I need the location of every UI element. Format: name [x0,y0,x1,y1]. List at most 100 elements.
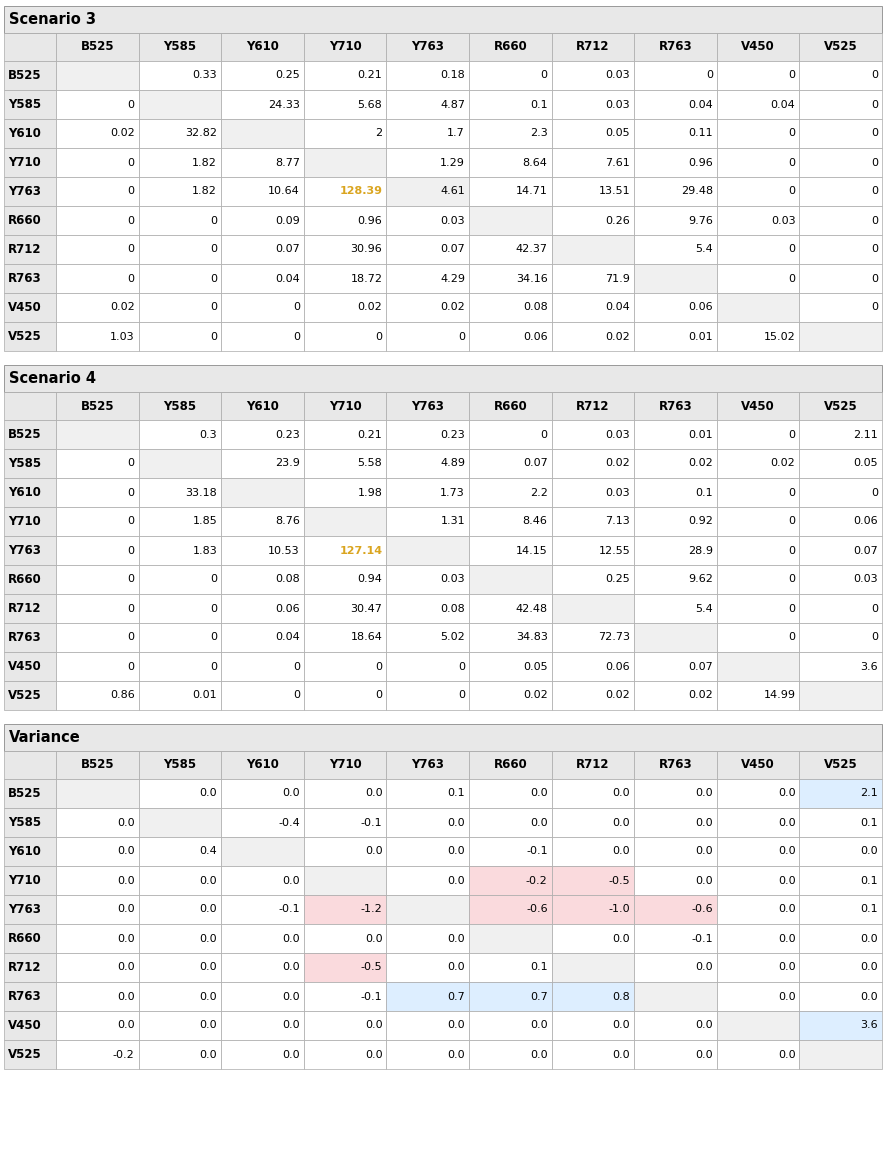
Bar [304,148,387,177]
Text: 0: 0 [127,603,135,614]
Bar [221,779,304,808]
Bar [4,293,56,322]
Bar [799,293,882,322]
Text: 0.09: 0.09 [275,215,300,226]
Text: 0.0: 0.0 [778,846,796,857]
Bar [139,449,221,478]
Text: Y710: Y710 [328,41,361,53]
Bar [4,837,56,866]
Text: 3.6: 3.6 [860,1020,878,1031]
Bar [4,924,56,953]
Text: 0.0: 0.0 [200,991,217,1002]
Bar [4,895,56,924]
Text: 0: 0 [293,302,300,313]
Bar [221,235,304,264]
Text: Scenario 4: Scenario 4 [9,371,96,386]
Text: 0.02: 0.02 [688,690,712,701]
Text: -0.5: -0.5 [609,875,630,886]
Text: -0.1: -0.1 [691,933,712,944]
Text: 5.68: 5.68 [358,100,382,110]
Text: R763: R763 [658,41,692,53]
Text: 0.03: 0.03 [605,430,630,440]
Text: 0.04: 0.04 [275,632,300,643]
Text: 0.08: 0.08 [440,603,465,614]
Bar [799,507,882,536]
Bar [387,393,469,420]
Bar [304,478,387,507]
Text: Y610: Y610 [246,41,279,53]
Bar [387,752,469,779]
Text: 0: 0 [789,186,796,197]
Bar [221,420,304,449]
Text: 30.47: 30.47 [350,603,382,614]
Text: 0.06: 0.06 [275,603,300,614]
Bar [387,264,469,293]
Text: 0.7: 0.7 [530,991,548,1002]
Bar [799,420,882,449]
Bar [551,808,635,837]
Bar [469,895,551,924]
Text: 0.06: 0.06 [689,302,712,313]
Bar [635,565,717,594]
Bar [56,119,139,148]
Text: 0.02: 0.02 [688,459,712,469]
Text: 0: 0 [211,632,217,643]
Bar [221,264,304,293]
Bar [221,808,304,837]
Bar [635,449,717,478]
Text: 0.0: 0.0 [778,933,796,944]
Bar [56,779,139,808]
Bar [799,90,882,119]
Bar [799,235,882,264]
Bar [4,6,882,32]
Text: 0: 0 [458,331,465,342]
Bar [387,32,469,61]
Bar [799,837,882,866]
Bar [304,32,387,61]
Bar [56,1011,139,1040]
Bar [635,953,717,982]
Text: V525: V525 [8,330,42,343]
Text: 0.04: 0.04 [275,273,300,284]
Bar [4,148,56,177]
Bar [139,32,221,61]
Text: 0.01: 0.01 [689,430,712,440]
Text: 0: 0 [871,157,878,168]
Text: 0.06: 0.06 [523,331,548,342]
Bar [717,953,799,982]
Text: 0.05: 0.05 [605,129,630,139]
Bar [221,895,304,924]
Text: 0: 0 [789,71,796,81]
Bar [304,594,387,623]
Bar [469,61,551,90]
Text: 0.0: 0.0 [696,1020,712,1031]
Bar [56,206,139,235]
Bar [387,293,469,322]
Text: R712: R712 [8,602,42,615]
Text: 0.0: 0.0 [448,1049,465,1060]
Bar [469,652,551,681]
Text: 0.02: 0.02 [110,129,135,139]
Bar [469,32,551,61]
Bar [304,623,387,652]
Bar [469,982,551,1011]
Text: 0.0: 0.0 [117,933,135,944]
Bar [799,322,882,351]
Bar [221,982,304,1011]
Bar [387,924,469,953]
Bar [221,119,304,148]
Text: 0: 0 [871,632,878,643]
Text: Y763: Y763 [412,758,444,771]
Text: R660: R660 [8,214,42,227]
Text: 0: 0 [789,574,796,585]
Text: Y710: Y710 [8,156,41,169]
Bar [635,148,717,177]
Bar [551,235,635,264]
Text: 0: 0 [127,459,135,469]
Text: 0.0: 0.0 [696,962,712,973]
Text: 0: 0 [293,690,300,701]
Bar [551,681,635,710]
Bar [221,32,304,61]
Bar [551,322,635,351]
Text: 24.33: 24.33 [268,100,300,110]
